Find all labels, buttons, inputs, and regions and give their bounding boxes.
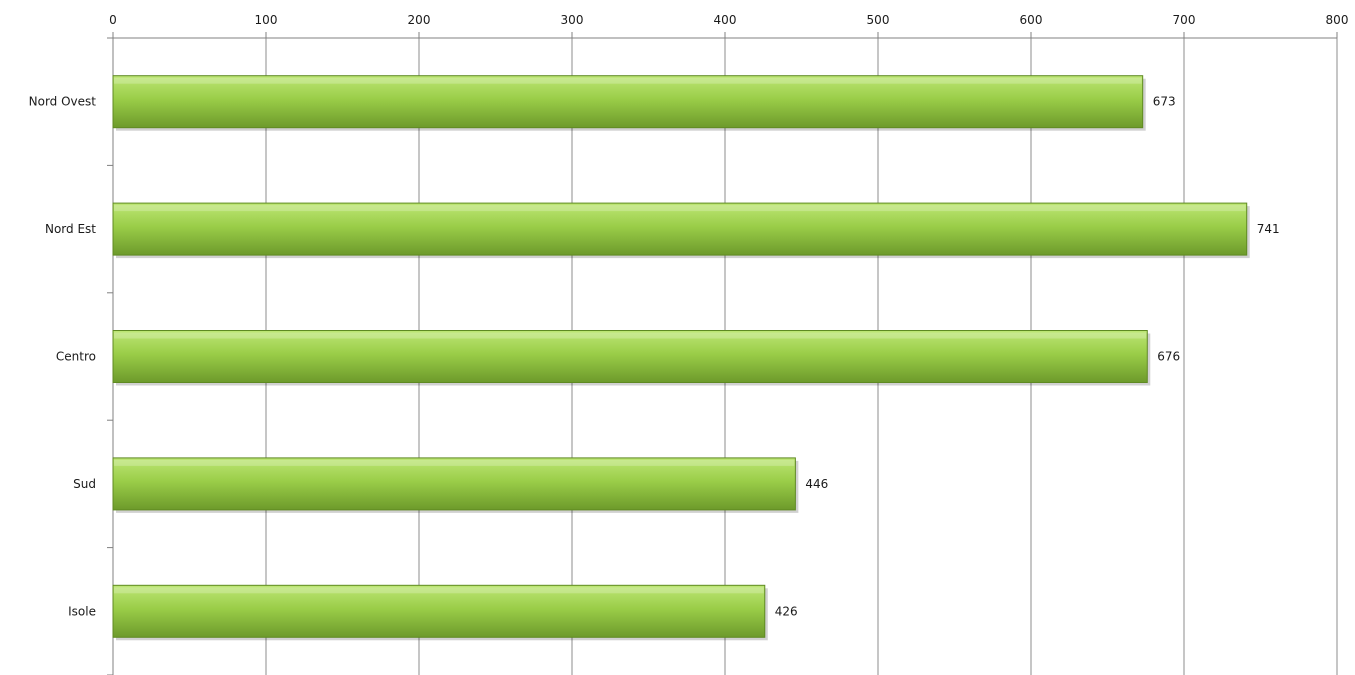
x-tick-label: 0 bbox=[109, 13, 117, 27]
data-label: 446 bbox=[805, 477, 828, 491]
x-tick-label: 700 bbox=[1173, 13, 1196, 27]
category-label: Centro bbox=[56, 350, 96, 364]
data-label: 673 bbox=[1153, 95, 1176, 109]
bar bbox=[112, 75, 1144, 129]
bar-highlight bbox=[114, 77, 1142, 84]
bar bbox=[112, 584, 766, 638]
bar-highlight bbox=[114, 332, 1147, 339]
bar bbox=[112, 457, 796, 511]
labels: 0 100 200 300 400 500 600 700 800 Nord Ovest 673 No… bbox=[29, 13, 1349, 618]
bar bbox=[112, 330, 1148, 383]
data-label: 741 bbox=[1257, 222, 1280, 236]
category-label: Sud bbox=[73, 477, 96, 491]
bar-highlight bbox=[114, 459, 795, 466]
bars bbox=[112, 75, 1250, 641]
data-label: 676 bbox=[1157, 350, 1180, 364]
x-tick-label: 800 bbox=[1326, 13, 1349, 27]
bar-highlight bbox=[114, 587, 764, 594]
category-label: Nord Ovest bbox=[29, 95, 97, 109]
x-tick-label: 200 bbox=[408, 13, 431, 27]
data-label: 426 bbox=[775, 604, 798, 618]
bar bbox=[112, 202, 1248, 256]
category-label: Nord Est bbox=[45, 222, 96, 236]
x-tick-label: 400 bbox=[714, 13, 737, 27]
x-tick-label: 100 bbox=[255, 13, 278, 27]
x-tick-label: 600 bbox=[1020, 13, 1043, 27]
category-label: Isole bbox=[68, 604, 96, 618]
bar-highlight bbox=[114, 205, 1246, 212]
axes bbox=[107, 32, 1338, 675]
x-tick-label: 300 bbox=[561, 13, 584, 27]
x-tick-label: 500 bbox=[867, 13, 890, 27]
